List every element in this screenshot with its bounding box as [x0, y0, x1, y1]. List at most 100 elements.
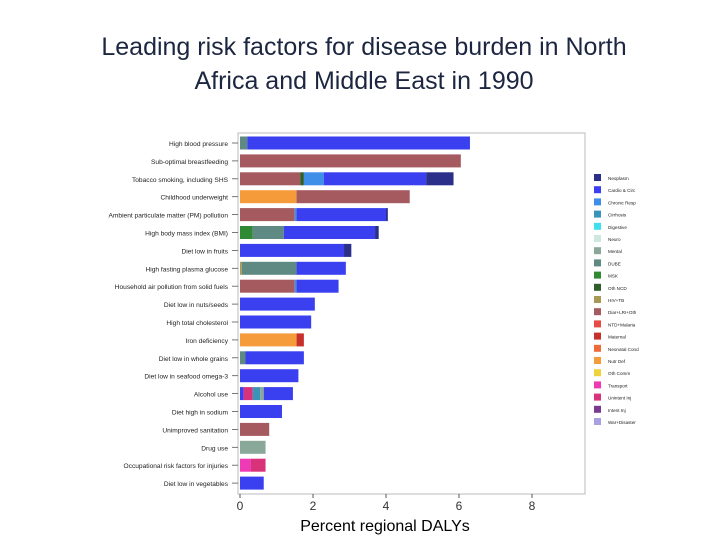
legend-label: Unintent Inj: [608, 396, 631, 401]
bar-segment: [296, 333, 304, 347]
bar-segment: [245, 351, 304, 365]
legend-swatch: [594, 344, 601, 352]
category-label: Sub-optimal breastfeeding: [151, 159, 228, 166]
bar-segment: [296, 261, 346, 275]
bar-segment: [344, 243, 352, 257]
legend-swatch: [594, 283, 601, 291]
slide-title-line-2: Africa and Middle East in 1990: [194, 67, 534, 95]
legend-swatch: [594, 308, 601, 316]
x-axis-label: Percent regional DALYs: [300, 518, 470, 535]
legend-swatch: [594, 186, 601, 194]
category-label: High fasting plasma glucose: [146, 266, 229, 273]
category-label: Alcohol use: [194, 392, 228, 399]
category-label: Drug use: [201, 445, 228, 452]
category-label: Tobacco smoking, including SHS: [132, 177, 229, 184]
category-label: Diet low in fruits: [181, 248, 228, 255]
bar-segment: [240, 154, 461, 168]
bar-segment: [247, 136, 470, 150]
bar-segment: [240, 261, 242, 275]
legend-swatch: [594, 381, 601, 389]
legend-swatch: [594, 271, 601, 279]
legend-swatch: [594, 320, 601, 328]
bar-segment: [240, 422, 270, 436]
category-label: Diet low in nuts/seeds: [164, 302, 229, 309]
bar-segment: [240, 405, 282, 418]
slide-title: Leading risk factors for disease burden …: [0, 30, 728, 98]
bar-segment: [240, 172, 301, 186]
legend-label: Neonatal Cond: [608, 347, 639, 352]
legend-label: HIV+TB: [608, 298, 624, 303]
category-label: Diet high in sodium: [172, 410, 229, 417]
bar-segment: [283, 226, 376, 239]
legend-label: DUBE: [608, 261, 621, 266]
legend-label: Mental: [608, 249, 622, 254]
bar-segment: [240, 190, 297, 204]
legend-swatch: [594, 357, 601, 364]
legend-label: War+Disaster: [608, 420, 636, 425]
category-label: Diet low in seafood omega-3: [144, 374, 228, 381]
bar-segment: [240, 136, 248, 150]
legend-swatch: [594, 332, 601, 340]
bar-segment: [260, 387, 264, 401]
bar-segment: [240, 297, 315, 311]
bar-segment: [386, 208, 388, 222]
legend-label: Chronic Resp: [608, 200, 636, 205]
category-label: Diet low in vegetables: [164, 481, 229, 488]
x-tick-label: 4: [383, 499, 390, 513]
bar-segment: [300, 172, 304, 186]
bar-segment: [296, 279, 339, 293]
legend-label: MSK: [608, 274, 619, 279]
bar-segment: [240, 243, 345, 257]
category-label: Iron deficiency: [185, 338, 228, 345]
bar-segment: [240, 333, 297, 347]
legend-swatch: [594, 296, 601, 303]
legend-swatch: [594, 210, 601, 218]
bar-segment: [240, 458, 251, 472]
bar-segment: [241, 261, 297, 275]
bar-segment: [240, 369, 299, 383]
legend-swatch: [594, 259, 601, 267]
bar-segment: [240, 315, 312, 329]
x-tick-label: 0: [237, 499, 244, 513]
x-tick-label: 6: [456, 499, 463, 513]
legend-label: Maternal: [608, 335, 626, 340]
legend-label: Cardio & Circ: [608, 188, 636, 193]
bar-segment: [240, 351, 246, 365]
legend-label: Diar+LRI+Oth: [608, 310, 637, 315]
bar-segment: [240, 387, 244, 401]
bar-segment: [263, 387, 293, 401]
category-label: High blood pressure: [169, 141, 228, 148]
legend-label: Transport: [608, 383, 628, 388]
legend-label: Intent Inj: [608, 408, 626, 413]
bar-segment: [294, 208, 297, 222]
category-label: Diet low in whole grains: [159, 356, 229, 363]
category-label: High total cholesterol: [166, 320, 228, 327]
legend-label: NTD+Malaria: [608, 322, 636, 327]
legend-label: Cirrhosis: [608, 213, 627, 218]
legend-swatch: [594, 369, 601, 377]
bar-segment: [296, 208, 386, 222]
category-label: High body mass index (BMI): [145, 231, 228, 238]
bar-segment: [303, 172, 324, 186]
bar-segment: [240, 226, 253, 239]
bar-segment: [240, 279, 295, 293]
legend-swatch: [594, 222, 601, 230]
legend-label: Digestive: [608, 225, 627, 230]
bar-segment: [250, 458, 266, 472]
legend-swatch: [594, 235, 601, 242]
bar-segment: [426, 172, 454, 186]
category-label: Unimproved sanitation: [162, 427, 228, 434]
bar-segment: [252, 226, 284, 239]
x-tick-label: 8: [529, 499, 536, 513]
bar-segment: [252, 387, 261, 401]
bar-segment: [240, 208, 295, 222]
bar-segment: [296, 190, 410, 204]
bar-segment: [243, 387, 253, 401]
legend-swatch: [594, 198, 601, 206]
legend-swatch: [594, 405, 601, 413]
legend-label: Oth NCD: [608, 286, 627, 291]
bar-segment: [294, 279, 297, 293]
category-label: Childhood underweight: [161, 195, 229, 202]
legend-label: Neuro: [608, 237, 621, 242]
legend-label: Oth Comm: [608, 371, 630, 376]
